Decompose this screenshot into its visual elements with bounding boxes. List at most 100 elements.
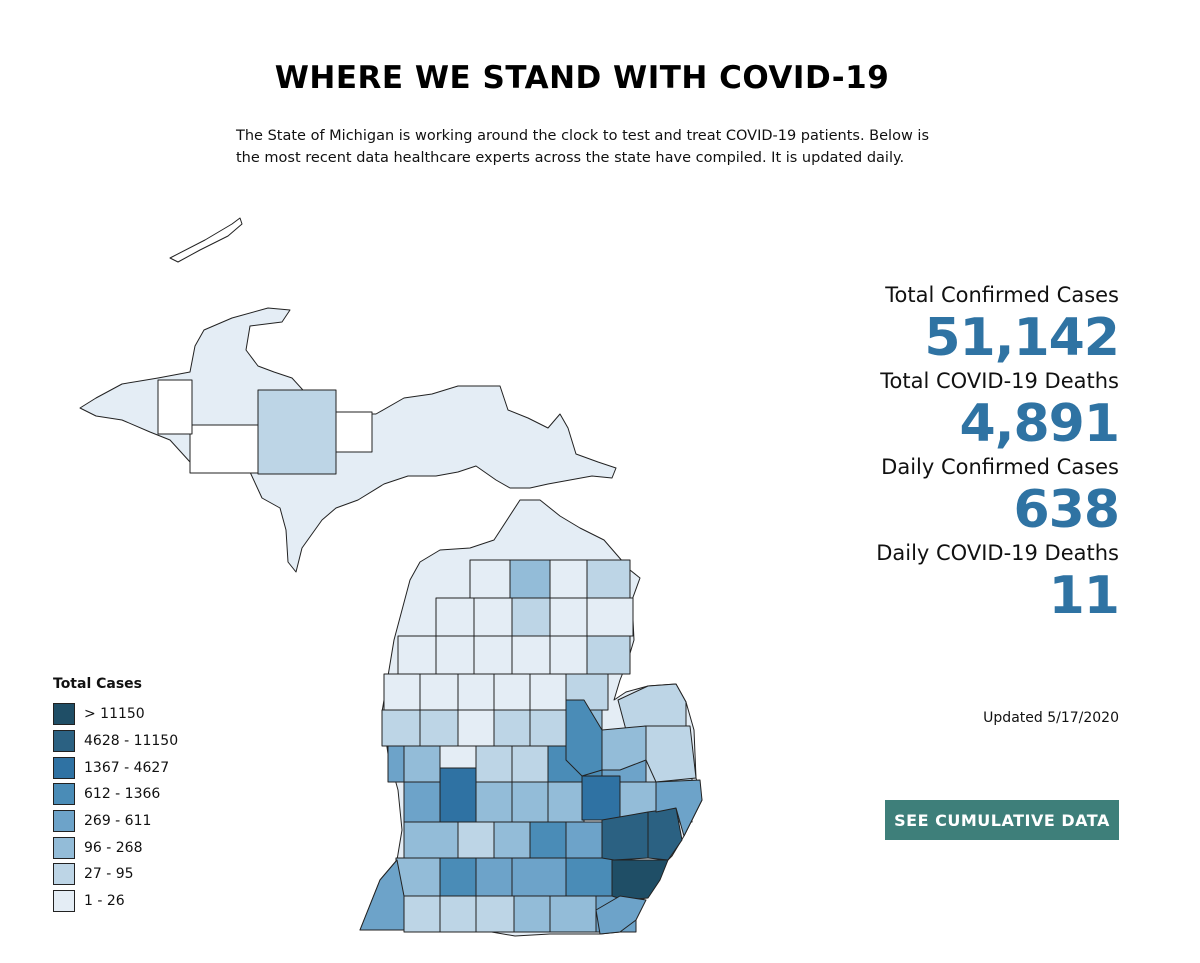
- legend-item: 96 - 268: [53, 834, 178, 861]
- county-shape: [549, 597, 588, 637]
- stat-label-total-deaths: Total COVID-19 Deaths: [880, 369, 1119, 393]
- legend-label: 1 - 26: [84, 893, 125, 910]
- stat-value-daily-deaths: 11: [1048, 566, 1120, 626]
- county-shape: [586, 559, 631, 599]
- county-shape: [509, 559, 551, 599]
- county-shape: [457, 821, 495, 859]
- michigan-county-map: [79, 217, 703, 937]
- legend-item: 27 - 95: [53, 861, 178, 888]
- county-shape: [439, 895, 477, 933]
- intro-line-2: the most recent data healthcare experts …: [236, 150, 905, 166]
- county-shape: [549, 635, 588, 675]
- legend-item: 4628 - 11150: [53, 728, 178, 755]
- county-shape: [586, 597, 634, 637]
- county-shape: [403, 895, 441, 933]
- county-shape: [359, 859, 405, 931]
- legend-swatch: [53, 836, 75, 859]
- legend-label: 96 - 268: [84, 839, 143, 856]
- legend-item: 1367 - 4627: [53, 754, 178, 781]
- legend-item: 1 - 26: [53, 888, 178, 915]
- county-shape: [475, 895, 515, 933]
- county-shape: [565, 699, 603, 777]
- county-shape: [475, 857, 513, 897]
- county-shape: [547, 781, 585, 823]
- county-shape: [419, 709, 459, 747]
- county-shape: [475, 781, 513, 823]
- legend-label: 4628 - 11150: [84, 733, 179, 750]
- legend-swatch: [53, 783, 75, 806]
- county-shape: [655, 779, 703, 837]
- legend-label: 269 - 611: [84, 813, 152, 830]
- intro-line-1: The State of Michigan is working around …: [236, 128, 929, 144]
- county-shape: [511, 745, 549, 783]
- stats-panel: Total Confirmed Cases 51,142 Total COVID…: [799, 281, 1120, 626]
- county-shape: [435, 597, 475, 637]
- county-shape: [529, 821, 567, 859]
- stat-label-daily-cases: Daily Confirmed Cases: [881, 455, 1119, 479]
- county-shape: [435, 635, 475, 675]
- stat-value-daily-cases: 638: [1013, 480, 1120, 540]
- county-shape: [457, 673, 495, 711]
- isle-royale-shape: [169, 217, 243, 263]
- legend-swatch: [53, 890, 75, 913]
- county-shape: [439, 767, 477, 823]
- county-shape: [403, 781, 441, 823]
- county-shape: [493, 673, 531, 711]
- stat-label-daily-deaths: Daily COVID-19 Deaths: [876, 541, 1119, 565]
- stat-value-total-deaths: 4,891: [959, 394, 1120, 454]
- legend-label: 1367 - 4627: [84, 759, 170, 776]
- legend-swatch: [53, 863, 75, 886]
- legend-item: > 11150: [53, 701, 178, 728]
- legend-swatch: [53, 756, 75, 779]
- stat-value-total-cases: 51,142: [924, 308, 1120, 368]
- county-shape: [511, 857, 567, 897]
- county-shape: [586, 635, 631, 675]
- county-shape: [511, 635, 551, 675]
- legend-item: 612 - 1366: [53, 781, 178, 808]
- county-shape: [397, 635, 437, 675]
- county-shape: [549, 895, 597, 933]
- page-title: WHERE WE STAND WITH COVID-19: [274, 60, 890, 96]
- county-shape: [469, 559, 511, 599]
- county-shape: [335, 411, 373, 453]
- legend-swatch: [53, 703, 75, 726]
- county-shape: [511, 597, 551, 637]
- legend-item: 269 - 611: [53, 808, 178, 835]
- county-shape: [473, 597, 513, 637]
- county-shape: [493, 821, 531, 859]
- county-shape: [595, 895, 647, 935]
- county-shape: [493, 709, 531, 747]
- county-shape: [529, 709, 567, 747]
- county-shape: [581, 775, 621, 821]
- county-shape: [257, 389, 337, 475]
- county-shape: [601, 811, 649, 861]
- county-shape: [189, 424, 259, 474]
- legend-swatch: [53, 730, 75, 753]
- legend-swatch: [53, 810, 75, 833]
- stat-label-total-cases: Total Confirmed Cases: [885, 283, 1119, 307]
- legend-label: 612 - 1366: [84, 786, 161, 803]
- county-shape: [511, 781, 549, 823]
- county-shape: [439, 857, 477, 897]
- county-shape: [381, 709, 421, 747]
- county-shape: [473, 635, 513, 675]
- legend-label: 27 - 95: [84, 866, 134, 883]
- county-shape: [647, 807, 683, 861]
- map-legend: Total Cases > 11150 4628 - 11150 1367 - …: [53, 676, 178, 915]
- county-layer: [79, 217, 703, 937]
- county-shape: [565, 857, 613, 897]
- legend-title: Total Cases: [53, 676, 143, 692]
- county-shape: [549, 559, 588, 599]
- county-shape: [645, 725, 697, 783]
- county-shape: [419, 673, 459, 711]
- see-cumulative-data-button[interactable]: SEE CUMULATIVE DATA: [885, 800, 1119, 840]
- county-shape: [403, 821, 459, 859]
- legend-label: > 11150: [84, 706, 145, 723]
- county-shape: [475, 745, 513, 783]
- county-shape: [387, 745, 405, 783]
- county-shape: [565, 821, 603, 859]
- intro-text: The State of Michigan is working around …: [236, 125, 936, 169]
- county-shape: [157, 379, 193, 435]
- updated-timestamp: Updated 5/17/2020: [983, 710, 1119, 726]
- county-shape: [457, 709, 495, 747]
